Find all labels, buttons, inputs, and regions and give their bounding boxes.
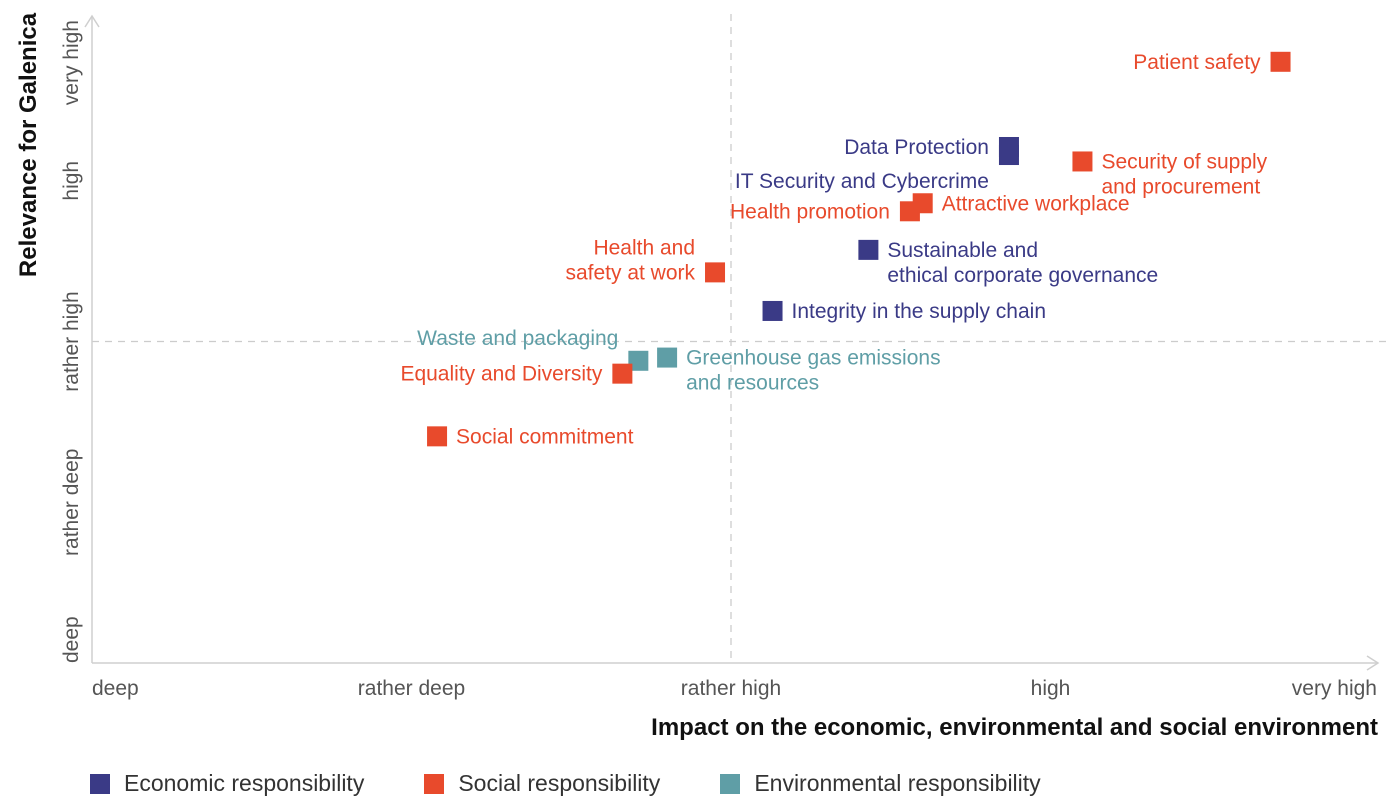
- data-point-label: Social commitment: [456, 425, 634, 448]
- data-point-marker: [657, 347, 678, 368]
- data-point-label: Patient safety: [1133, 51, 1261, 74]
- y-tick-label: rather high: [60, 291, 83, 391]
- data-point-label: Security of supply and procurement: [1101, 150, 1267, 198]
- data-point-marker: [762, 300, 783, 321]
- data-point-label: Attractive workplace: [942, 192, 1130, 215]
- data-point-label: IT Security and Cybercrime: [735, 170, 989, 193]
- data-point-label: Equality and Diversity: [400, 363, 602, 386]
- x-tick-label: high: [1031, 677, 1071, 700]
- y-tick-label: deep: [60, 616, 83, 663]
- data-point-marker: [1270, 51, 1291, 72]
- data-point-label: Sustainable and ethical corporate governa…: [887, 239, 1158, 287]
- y-tick-label: very high: [60, 20, 83, 105]
- legend-item-economic: Economic responsibility: [90, 770, 364, 797]
- x-tick-label: deep: [92, 677, 139, 700]
- x-tick-label: very high: [1292, 677, 1377, 700]
- data-point-marker: [612, 363, 633, 384]
- data-point-label: Data Protection: [844, 136, 989, 159]
- data-point-marker: [998, 145, 1019, 166]
- legend-swatch-environmental: [720, 773, 741, 794]
- data-point-label: Greenhouse gas emissions and resources: [686, 347, 940, 395]
- legend-item-environmental: Environmental responsibility: [720, 770, 1041, 797]
- y-tick-label: high: [60, 161, 83, 201]
- legend-label-social: Social responsibility: [458, 770, 661, 796]
- data-point-marker: [858, 239, 879, 260]
- legend-swatch-social: [424, 773, 445, 794]
- legend: Economic responsibility Social responsib…: [90, 770, 1041, 797]
- data-point-marker: [1072, 151, 1093, 172]
- data-point-marker: [628, 350, 649, 371]
- legend-item-social: Social responsibility: [424, 770, 660, 797]
- data-point-marker: [427, 426, 448, 447]
- legend-label-economic: Economic responsibility: [124, 770, 365, 796]
- x-axis-arrow-icon: [1366, 655, 1380, 671]
- x-axis-title: Impact on the economic, environmental an…: [651, 714, 1378, 741]
- x-tick-label: rather high: [681, 677, 781, 700]
- y-axis-arrow-icon: [84, 14, 100, 28]
- data-point-label: Waste and packaging: [417, 327, 618, 350]
- data-point-label: Health and safety at work: [565, 236, 695, 284]
- x-tick-label: rather deep: [358, 677, 465, 700]
- y-axis-title: Relevance for Galenica: [15, 12, 42, 277]
- legend-label-environmental: Environmental responsibility: [754, 770, 1041, 796]
- data-point-marker: [705, 262, 726, 283]
- data-point-label: Health promotion: [730, 200, 890, 223]
- y-tick-label: rather deep: [60, 449, 83, 556]
- data-point-label: Integrity in the supply chain: [792, 300, 1046, 323]
- data-point-marker: [899, 201, 920, 222]
- legend-swatch-economic: [90, 773, 110, 794]
